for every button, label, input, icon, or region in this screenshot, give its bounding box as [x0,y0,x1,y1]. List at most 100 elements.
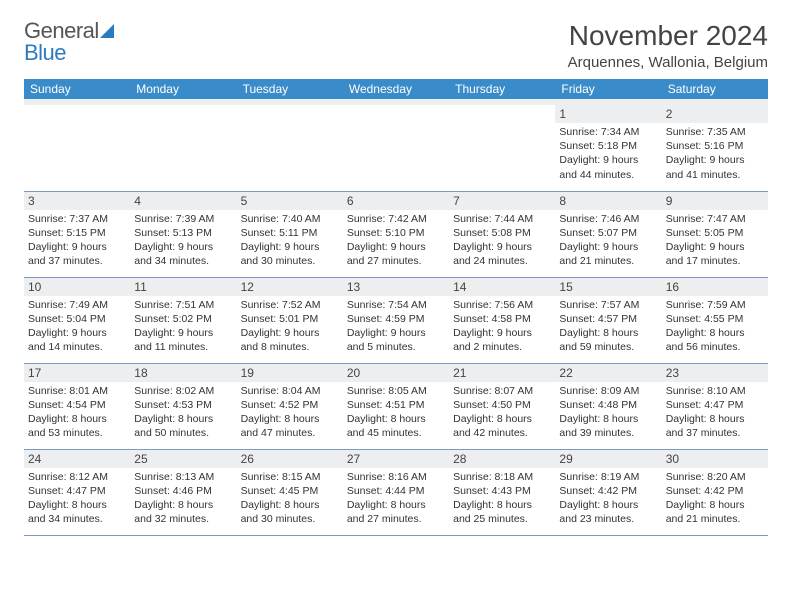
day-number: 6 [343,192,449,210]
day-content: Sunrise: 7:56 AMSunset: 4:58 PMDaylight:… [449,296,555,359]
brand-logo: GeneralBlue [24,20,114,64]
day-header: Monday [130,79,236,99]
day-content: Sunrise: 7:40 AMSunset: 5:11 PMDaylight:… [237,210,343,273]
calendar-cell: 15Sunrise: 7:57 AMSunset: 4:57 PMDayligh… [555,277,661,363]
day-header: Thursday [449,79,555,99]
day-content: Sunrise: 8:04 AMSunset: 4:52 PMDaylight:… [237,382,343,445]
day-number: 12 [237,278,343,296]
calendar-cell: 20Sunrise: 8:05 AMSunset: 4:51 PMDayligh… [343,363,449,449]
triangle-icon [100,24,114,38]
calendar-body: 1Sunrise: 7:34 AMSunset: 5:18 PMDaylight… [24,99,768,535]
calendar-cell: 21Sunrise: 8:07 AMSunset: 4:50 PMDayligh… [449,363,555,449]
calendar-cell: 27Sunrise: 8:16 AMSunset: 4:44 PMDayligh… [343,449,449,535]
header: GeneralBlue November 2024 Arquennes, Wal… [24,20,768,71]
day-number: 5 [237,192,343,210]
day-number: 2 [662,105,768,123]
day-content: Sunrise: 8:05 AMSunset: 4:51 PMDaylight:… [343,382,449,445]
day-number: 20 [343,364,449,382]
calendar-cell: 1Sunrise: 7:34 AMSunset: 5:18 PMDaylight… [555,105,661,191]
calendar-cell [237,105,343,191]
day-number: 14 [449,278,555,296]
calendar-cell [24,105,130,191]
day-content: Sunrise: 7:59 AMSunset: 4:55 PMDaylight:… [662,296,768,359]
day-content: Sunrise: 7:42 AMSunset: 5:10 PMDaylight:… [343,210,449,273]
day-number: 11 [130,278,236,296]
calendar-cell: 3Sunrise: 7:37 AMSunset: 5:15 PMDaylight… [24,191,130,277]
day-content: Sunrise: 7:37 AMSunset: 5:15 PMDaylight:… [24,210,130,273]
calendar-cell: 2Sunrise: 7:35 AMSunset: 5:16 PMDaylight… [662,105,768,191]
day-header: Wednesday [343,79,449,99]
calendar-cell: 8Sunrise: 7:46 AMSunset: 5:07 PMDaylight… [555,191,661,277]
day-number: 18 [130,364,236,382]
calendar-cell: 19Sunrise: 8:04 AMSunset: 4:52 PMDayligh… [237,363,343,449]
day-content: Sunrise: 7:57 AMSunset: 4:57 PMDaylight:… [555,296,661,359]
day-number: 30 [662,450,768,468]
calendar-cell: 30Sunrise: 8:20 AMSunset: 4:42 PMDayligh… [662,449,768,535]
day-number: 27 [343,450,449,468]
day-number: 7 [449,192,555,210]
calendar-cell: 25Sunrise: 8:13 AMSunset: 4:46 PMDayligh… [130,449,236,535]
day-number: 17 [24,364,130,382]
calendar-cell: 5Sunrise: 7:40 AMSunset: 5:11 PMDaylight… [237,191,343,277]
calendar-cell: 13Sunrise: 7:54 AMSunset: 4:59 PMDayligh… [343,277,449,363]
calendar-cell: 6Sunrise: 7:42 AMSunset: 5:10 PMDaylight… [343,191,449,277]
day-number: 1 [555,105,661,123]
calendar-cell: 10Sunrise: 7:49 AMSunset: 5:04 PMDayligh… [24,277,130,363]
day-number: 16 [662,278,768,296]
day-number: 25 [130,450,236,468]
calendar-row: 24Sunrise: 8:12 AMSunset: 4:47 PMDayligh… [24,449,768,535]
calendar-cell: 23Sunrise: 8:10 AMSunset: 4:47 PMDayligh… [662,363,768,449]
day-number: 15 [555,278,661,296]
day-number: 13 [343,278,449,296]
day-content: Sunrise: 8:15 AMSunset: 4:45 PMDaylight:… [237,468,343,531]
day-number: 8 [555,192,661,210]
day-content: Sunrise: 8:07 AMSunset: 4:50 PMDaylight:… [449,382,555,445]
calendar-row: 10Sunrise: 7:49 AMSunset: 5:04 PMDayligh… [24,277,768,363]
day-content: Sunrise: 7:52 AMSunset: 5:01 PMDaylight:… [237,296,343,359]
calendar-row: 17Sunrise: 8:01 AMSunset: 4:54 PMDayligh… [24,363,768,449]
calendar-cell: 12Sunrise: 7:52 AMSunset: 5:01 PMDayligh… [237,277,343,363]
day-header: Tuesday [237,79,343,99]
day-number: 4 [130,192,236,210]
day-content: Sunrise: 7:54 AMSunset: 4:59 PMDaylight:… [343,296,449,359]
day-content: Sunrise: 8:10 AMSunset: 4:47 PMDaylight:… [662,382,768,445]
day-number: 22 [555,364,661,382]
day-number: 29 [555,450,661,468]
calendar-cell: 26Sunrise: 8:15 AMSunset: 4:45 PMDayligh… [237,449,343,535]
day-header: Saturday [662,79,768,99]
day-content: Sunrise: 8:18 AMSunset: 4:43 PMDaylight:… [449,468,555,531]
calendar-cell [449,105,555,191]
calendar-cell: 17Sunrise: 8:01 AMSunset: 4:54 PMDayligh… [24,363,130,449]
day-number: 3 [24,192,130,210]
location-text: Arquennes, Wallonia, Belgium [568,54,768,71]
calendar-head: SundayMondayTuesdayWednesdayThursdayFrid… [24,79,768,99]
day-header: Friday [555,79,661,99]
calendar-cell [343,105,449,191]
day-content: Sunrise: 7:39 AMSunset: 5:13 PMDaylight:… [130,210,236,273]
day-content: Sunrise: 8:13 AMSunset: 4:46 PMDaylight:… [130,468,236,531]
day-content: Sunrise: 8:01 AMSunset: 4:54 PMDaylight:… [24,382,130,445]
day-content: Sunrise: 8:19 AMSunset: 4:42 PMDaylight:… [555,468,661,531]
day-number: 10 [24,278,130,296]
calendar-table: SundayMondayTuesdayWednesdayThursdayFrid… [24,79,768,536]
calendar-row: 1Sunrise: 7:34 AMSunset: 5:18 PMDaylight… [24,105,768,191]
calendar-cell: 28Sunrise: 8:18 AMSunset: 4:43 PMDayligh… [449,449,555,535]
day-content: Sunrise: 8:09 AMSunset: 4:48 PMDaylight:… [555,382,661,445]
day-number: 9 [662,192,768,210]
day-number: 26 [237,450,343,468]
calendar-cell: 22Sunrise: 8:09 AMSunset: 4:48 PMDayligh… [555,363,661,449]
calendar-cell: 24Sunrise: 8:12 AMSunset: 4:47 PMDayligh… [24,449,130,535]
day-content: Sunrise: 8:16 AMSunset: 4:44 PMDaylight:… [343,468,449,531]
day-number: 28 [449,450,555,468]
day-content: Sunrise: 7:47 AMSunset: 5:05 PMDaylight:… [662,210,768,273]
day-content: Sunrise: 7:49 AMSunset: 5:04 PMDaylight:… [24,296,130,359]
day-content: Sunrise: 8:20 AMSunset: 4:42 PMDaylight:… [662,468,768,531]
title-block: November 2024 Arquennes, Wallonia, Belgi… [568,20,768,71]
calendar-cell: 11Sunrise: 7:51 AMSunset: 5:02 PMDayligh… [130,277,236,363]
day-number: 19 [237,364,343,382]
calendar-cell: 4Sunrise: 7:39 AMSunset: 5:13 PMDaylight… [130,191,236,277]
day-content: Sunrise: 7:46 AMSunset: 5:07 PMDaylight:… [555,210,661,273]
calendar-cell [130,105,236,191]
day-content: Sunrise: 8:02 AMSunset: 4:53 PMDaylight:… [130,382,236,445]
day-number: 21 [449,364,555,382]
